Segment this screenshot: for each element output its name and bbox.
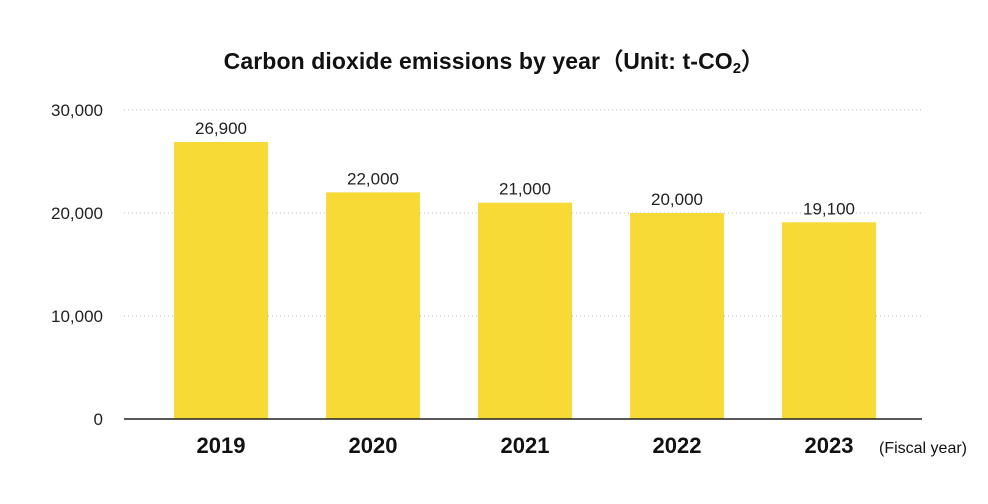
chart-title-end: ） [741, 48, 765, 74]
bar-value-label: 19,100 [803, 199, 855, 218]
bar-2019 [174, 141, 268, 419]
x-axis-unit-label: (Fiscal year) [879, 440, 967, 457]
bar-2021 [478, 202, 572, 419]
bar-value-label: 21,000 [499, 180, 551, 199]
x-tick-label: 2022 [653, 433, 702, 458]
bar-value-label: 20,000 [651, 190, 703, 209]
chart-title-subscript: 2 [732, 60, 742, 77]
labels: 0 10,000 20,000 30,000 26,900 2019 22,000 2020 2… [51, 101, 967, 458]
bar-2020 [326, 192, 420, 419]
x-tick-label: 2019 [197, 433, 246, 458]
bars [174, 141, 876, 419]
chart-title: Carbon dioxide emissions by year（Unit: t… [0, 42, 988, 77]
y-tick-label: 30,000 [51, 101, 103, 120]
y-tick-label: 10,000 [51, 307, 103, 326]
bar-2022 [630, 213, 724, 419]
x-tick-label: 2023 [805, 433, 854, 458]
y-tick-label: 0 [94, 410, 103, 429]
bar-2023 [782, 222, 876, 419]
y-tick-label: 20,000 [51, 204, 103, 223]
chart-title-main: Carbon dioxide emissions by year（Unit: t… [223, 48, 733, 74]
x-tick-label: 2020 [349, 433, 398, 458]
x-tick-label: 2021 [501, 433, 550, 458]
bar-value-label: 22,000 [347, 169, 399, 188]
bar-value-label: 26,900 [195, 119, 247, 138]
